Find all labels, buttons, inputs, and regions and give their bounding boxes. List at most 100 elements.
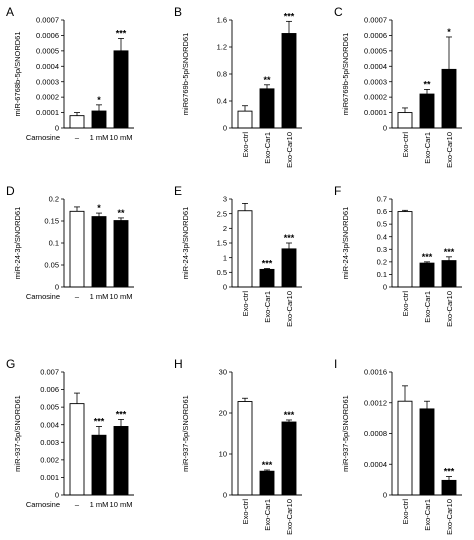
y-tick-label: 0.1 xyxy=(377,270,387,279)
y-axis-label: miR-937-5p/SNORD61 xyxy=(181,395,190,472)
y-tick-label: 1.6 xyxy=(217,16,227,25)
bar-2 xyxy=(91,434,107,496)
bar-3 xyxy=(281,248,297,288)
bar-1 xyxy=(397,400,413,496)
significance-mark: ** xyxy=(117,208,125,218)
bar-2 xyxy=(259,268,275,288)
panel-letter: D xyxy=(6,184,15,198)
x-category-label: Exo-Car10 xyxy=(445,291,454,327)
bar-2 xyxy=(91,216,107,288)
x-axis-title: Carnosine xyxy=(26,292,60,301)
y-tick-label: 2 xyxy=(223,224,227,233)
x-category-label: Exo-Car1 xyxy=(263,291,272,323)
y-axis-label: miR-937-5p/SNORD61 xyxy=(13,395,22,472)
x-category-label: – xyxy=(75,500,80,509)
significance-mark: *** xyxy=(284,233,295,243)
significance-mark: *** xyxy=(116,29,127,39)
x-category-label: Exo-Car10 xyxy=(285,499,294,535)
y-tick-label: 0.0003 xyxy=(36,77,59,86)
bar-2 xyxy=(419,93,435,129)
y-axis-label: miR-937-5p/SNORD61 xyxy=(341,395,350,472)
y-tick-label: 0.0004 xyxy=(364,62,387,71)
panel-D: D 0 0.05 0.1 0.15 0.2 miR-24-3p/SNORD61 – * 1 mM *… xyxy=(6,184,134,301)
y-tick-label: 0 xyxy=(383,124,387,133)
bar-3 xyxy=(441,479,457,496)
y-tick-label: 0.6 xyxy=(377,207,387,216)
y-tick-label: 0.8 xyxy=(217,70,227,79)
y-tick-label: 0.0012 xyxy=(364,398,387,407)
bar-1 xyxy=(69,115,85,129)
y-tick-label: 0 xyxy=(55,283,59,292)
y-tick-label: 0.004 xyxy=(40,420,59,429)
bar-2 xyxy=(419,408,435,496)
significance-mark: *** xyxy=(262,259,273,269)
y-tick-label: 0.005 xyxy=(40,403,59,412)
significance-mark: * xyxy=(97,95,101,105)
y-tick-label: 0.003 xyxy=(40,438,59,447)
significance-mark: * xyxy=(447,27,451,37)
x-category-label: Exo-Car1 xyxy=(423,132,432,164)
panel-letter: B xyxy=(174,5,182,19)
significance-mark: *** xyxy=(284,410,295,420)
bar-3 xyxy=(113,220,129,288)
bar-1 xyxy=(69,210,85,288)
x-category-label: 10 mM xyxy=(110,292,133,301)
significance-mark: *** xyxy=(284,11,295,21)
bar-1 xyxy=(237,110,253,129)
significance-mark: * xyxy=(97,203,101,213)
panel-E: E 0 0.5 1 1.5 2 2.5 3 miR-24-3p/SNORD61 Exo-ctrl *… xyxy=(174,184,302,327)
y-tick-label: 0.4 xyxy=(217,97,227,106)
y-tick-label: 0 xyxy=(55,491,59,500)
y-tick-label: 0.002 xyxy=(40,455,59,464)
panel-F: F 0 0.1 0.2 0.3 0.4 0.5 0.6 0.7 miR-24-3p/SNORD61… xyxy=(334,184,462,327)
x-category-label: Exo-ctrl xyxy=(241,499,250,525)
x-category-label: Exo-Car1 xyxy=(423,499,432,531)
panel-C: C 0 0.0001 0.0002 0.0003 0.0004 0.0005 0.0006 0.… xyxy=(334,5,462,168)
x-axis-title: Carnosine xyxy=(26,500,60,509)
panel-letter: E xyxy=(174,184,182,198)
bar-2 xyxy=(419,262,435,288)
y-tick-label: 0.007 xyxy=(40,368,59,377)
x-category-label: 1 mM xyxy=(90,292,109,301)
significance-mark: ** xyxy=(423,79,431,89)
panel-letter: I xyxy=(334,357,337,371)
y-tick-label: 0.3 xyxy=(377,245,387,254)
bar-1 xyxy=(397,112,413,129)
x-category-label: – xyxy=(75,292,80,301)
significance-mark: *** xyxy=(116,409,127,419)
panel-I: I 0 0.0004 0.0008 0.0012 0.0016 miR-937-5p/SNO… xyxy=(334,357,462,535)
y-tick-label: 20 xyxy=(219,409,227,418)
y-tick-label: 0.2 xyxy=(49,195,59,204)
bar-1 xyxy=(69,403,85,496)
y-axis-label: miR-24-3p/SNORD61 xyxy=(181,207,190,280)
bar-1 xyxy=(237,210,253,288)
y-tick-label: 0.0005 xyxy=(36,46,59,55)
x-category-label: – xyxy=(75,133,80,142)
x-category-label: Exo-Car1 xyxy=(263,499,272,531)
bar-3 xyxy=(281,421,297,496)
significance-mark: *** xyxy=(262,460,273,470)
x-category-label: 10 mM xyxy=(110,500,133,509)
panel-letter: C xyxy=(334,5,343,19)
y-tick-label: 1.2 xyxy=(217,43,227,52)
y-tick-label: 0.006 xyxy=(40,385,59,394)
panel-A: A 0 0.0001 0.0002 0.0003 0.0004 0.0005 0.0006 0.… xyxy=(6,5,134,142)
x-category-label: 10 mM xyxy=(110,133,133,142)
y-axis-label: miR-6768b-5p/SNORD61 xyxy=(13,31,22,116)
x-category-label: Exo-Car10 xyxy=(285,291,294,327)
y-tick-label: 0.0006 xyxy=(364,31,387,40)
significance-mark: *** xyxy=(422,252,433,262)
bar-3 xyxy=(441,260,457,288)
y-tick-label: 30 xyxy=(219,368,227,377)
x-category-label: Exo-ctrl xyxy=(241,291,250,317)
y-tick-label: 0.1 xyxy=(49,239,59,248)
panel-B: B 0 0.4 0.8 1.2 1.6 miR6769b-5p/SNORD61 Exo-ctr… xyxy=(174,5,302,168)
y-tick-label: 0.0007 xyxy=(364,16,387,25)
y-tick-label: 0.0008 xyxy=(364,429,387,438)
y-tick-label: 0.5 xyxy=(217,268,227,277)
y-tick-label: 1 xyxy=(223,253,227,262)
x-category-label: 1 mM xyxy=(90,133,109,142)
panel-letter: F xyxy=(334,184,341,198)
bar-3 xyxy=(113,426,129,496)
